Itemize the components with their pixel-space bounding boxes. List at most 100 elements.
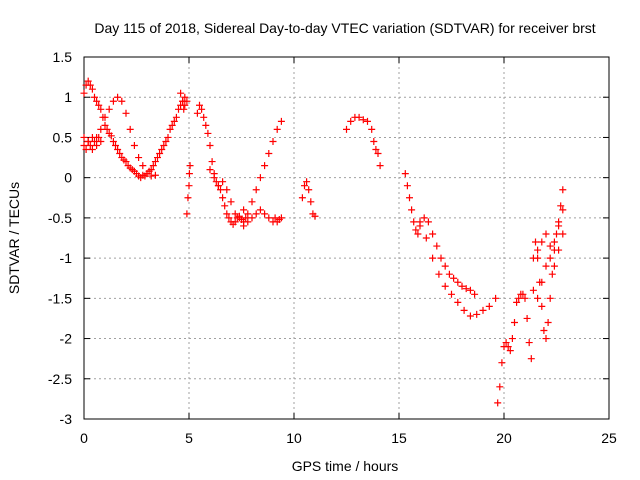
data-point: [219, 178, 227, 186]
data-point: [95, 101, 103, 109]
data-point: [473, 310, 481, 318]
data-point: [185, 182, 193, 190]
data-point: [112, 141, 119, 149]
data-point: [435, 270, 443, 278]
data-point: [244, 218, 252, 226]
y-tick-labels: 1.5 1 0.5 0 -0.5 -1 -1.5 -2 -2.5 -3: [48, 49, 72, 427]
series-arc-k: [343, 113, 384, 170]
data-point: [252, 210, 260, 218]
data-point: [212, 178, 220, 186]
data-point: [544, 318, 552, 326]
data-point: [156, 150, 164, 158]
data-point: [88, 146, 96, 154]
data-point: [143, 170, 151, 178]
chart-title: Day 115 of 2018, Sidereal Day-to-day VTE…: [94, 20, 595, 36]
y-tick-label: -2: [60, 331, 73, 347]
data-point: [374, 150, 382, 158]
data-point: [114, 93, 122, 101]
data-point: [172, 113, 180, 121]
data-point: [248, 198, 256, 206]
data-point: [548, 270, 556, 278]
data-point: [180, 105, 188, 113]
data-point: [448, 290, 455, 298]
data-point: [126, 125, 134, 133]
data-point: [424, 218, 432, 226]
data-point: [235, 214, 243, 222]
data-point: [109, 97, 117, 105]
data-point: [515, 294, 523, 302]
data-point: [219, 194, 227, 202]
x-tick-label: 5: [185, 430, 193, 446]
data-point: [513, 298, 521, 306]
data-point: [151, 171, 159, 179]
data-point: [103, 125, 111, 133]
data-point: [343, 125, 350, 133]
y-tick-label: 1: [64, 89, 72, 105]
data-point: [206, 166, 214, 174]
data-point: [147, 166, 155, 174]
y-axis-label: SDTVAR / TECUs: [6, 182, 22, 294]
data-point: [372, 146, 380, 154]
data-point: [416, 218, 424, 226]
data-point: [450, 274, 458, 282]
data-point: [130, 141, 138, 149]
data-point: [97, 125, 105, 133]
data-point: [273, 125, 281, 133]
data-point: [225, 214, 233, 222]
data-point: [414, 230, 422, 238]
data-point: [496, 383, 504, 391]
data-point: [534, 294, 542, 302]
data-point: [101, 121, 109, 129]
data-point: [185, 170, 193, 178]
data-point: [511, 318, 518, 326]
data-point: [107, 132, 115, 140]
data-point: [540, 327, 548, 335]
data-point: [422, 234, 430, 242]
data-point: [370, 137, 378, 145]
data-point: [122, 109, 130, 117]
y-tick-label: -3: [60, 411, 73, 427]
data-point: [231, 218, 239, 226]
data-point: [429, 230, 437, 238]
data-point: [420, 214, 428, 222]
data-point: [242, 214, 250, 222]
data-point: [307, 198, 315, 206]
data-point: [355, 113, 363, 121]
series-arc-j: [298, 178, 319, 220]
data-point: [498, 359, 506, 367]
data-point: [177, 89, 185, 97]
data-point: [466, 312, 474, 320]
data-point: [183, 210, 191, 218]
series-arc-q: [534, 230, 567, 302]
data-point: [534, 246, 542, 254]
data-point: [91, 93, 98, 101]
data-point: [550, 238, 558, 246]
x-tick-labels: 0 5 10 15 20 25: [80, 430, 617, 446]
data-point: [252, 186, 260, 194]
data-point: [523, 314, 531, 322]
y-tick-label: -2.5: [48, 371, 72, 387]
data-point: [265, 214, 273, 222]
data-point: [298, 194, 306, 202]
data-point: [429, 254, 437, 262]
data-point: [485, 302, 493, 310]
data-point: [519, 290, 527, 298]
data-point: [223, 210, 231, 218]
data-point: [93, 97, 101, 105]
data-point: [546, 254, 554, 262]
data-points: [80, 77, 567, 407]
data-point: [546, 242, 554, 250]
data-point: [466, 286, 474, 294]
data-point: [166, 125, 174, 133]
y-tick-label: 1.5: [53, 49, 73, 65]
data-point: [538, 238, 546, 246]
data-point: [364, 117, 371, 125]
data-point: [406, 194, 413, 202]
data-point: [462, 285, 470, 293]
data-point: [521, 294, 529, 302]
data-point: [84, 77, 92, 85]
data-point: [217, 186, 224, 194]
data-point: [261, 162, 269, 170]
data-point: [305, 186, 313, 194]
data-point: [559, 206, 567, 214]
